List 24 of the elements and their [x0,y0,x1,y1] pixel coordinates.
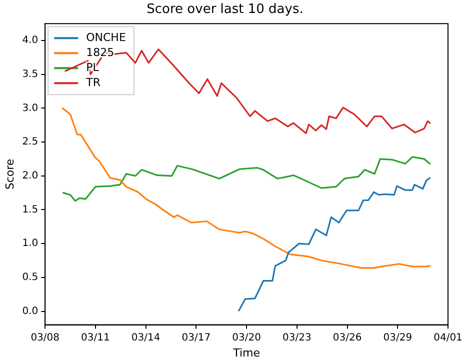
y-tick-label: 0.5 [22,272,38,284]
y-tick-label: 2.0 [22,170,38,182]
x-axis-title: Time [232,346,260,360]
x-tick-label: 03/08 [30,332,60,344]
x-tick-label: 03/23 [282,332,312,344]
x-tick-label: 03/26 [332,332,362,344]
x-tick-label: 03/11 [81,332,110,344]
y-tick-label: 2.5 [22,136,38,148]
y-axis-title: Score [3,158,16,190]
y-tick-label: 4.0 [22,35,38,46]
y-tick-label: 1.0 [22,238,38,250]
legend-label: ONCHE [86,30,126,44]
y-tick-label: 0.0 [22,306,38,317]
x-tick-label: 03/14 [131,332,160,344]
legend-label: 1825 [86,46,114,59]
y-tick-label: 3.0 [22,102,38,114]
legend-label: TR [85,76,101,89]
y-tick-label: 3.5 [22,68,38,80]
y-tick-label: 1.5 [22,204,38,216]
x-tick-label: 04/01 [434,332,462,344]
x-tick-label: 03/17 [182,332,211,344]
x-tick-label: 03/29 [383,332,412,344]
chart-title: Score over last 10 days. [146,2,304,18]
x-tick-label: 03/20 [232,332,261,344]
